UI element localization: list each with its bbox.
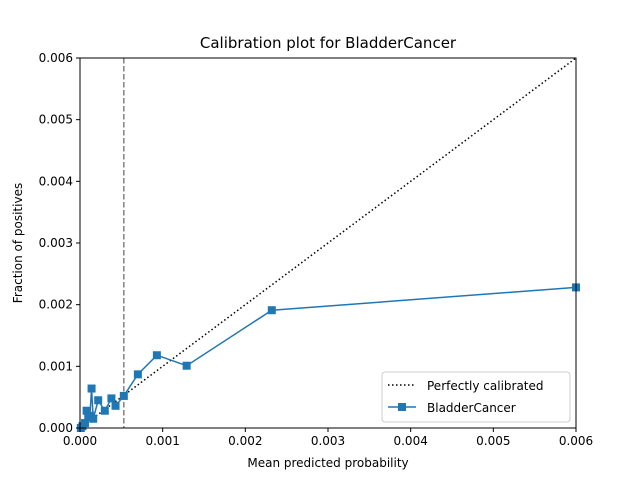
x-axis-label: Mean predicted probability	[247, 456, 408, 470]
y-tick-label: 0.006	[39, 51, 73, 65]
legend: Perfectly calibrated BladderCancer	[381, 371, 571, 423]
x-tick-label: 0.000	[63, 434, 97, 448]
chart-title: Calibration plot for BladderCancer	[200, 34, 457, 52]
legend-label-bladder: BladderCancer	[427, 401, 516, 415]
x-tick-label: 0.004	[393, 434, 427, 448]
y-axis-label: Fraction of positives	[11, 183, 25, 303]
x-axis: 0.000 0.001 0.002 0.003 0.004 0.005 0.006	[63, 428, 593, 448]
y-tick-label: 0.000	[39, 421, 73, 435]
legend-label-perfect: Perfectly calibrated	[427, 379, 544, 393]
y-tick-label: 0.003	[39, 236, 73, 250]
data-point	[89, 414, 98, 423]
x-tick-label: 0.006	[559, 434, 593, 448]
y-tick-label: 0.002	[39, 298, 73, 312]
legend-box	[381, 371, 571, 423]
data-point	[80, 419, 89, 428]
data-point	[111, 401, 120, 410]
x-tick-label: 0.003	[311, 434, 345, 448]
data-point	[87, 384, 96, 393]
x-tick-label: 0.001	[145, 434, 179, 448]
data-point	[133, 370, 142, 379]
data-point	[82, 406, 91, 415]
data-point	[152, 351, 161, 360]
y-tick-label: 0.004	[39, 174, 73, 188]
x-tick-label: 0.002	[228, 434, 262, 448]
y-axis: 0.000 0.001 0.002 0.003 0.004 0.005 0.006	[39, 51, 80, 435]
data-point	[100, 406, 109, 415]
legend-bladder-marker	[398, 403, 406, 411]
x-tick-label: 0.005	[476, 434, 510, 448]
series-line-perfectly-calibrated	[79, 57, 577, 429]
data-point	[119, 391, 128, 400]
y-tick-label: 0.005	[39, 113, 73, 127]
y-tick-label: 0.001	[39, 359, 73, 373]
data-point	[267, 306, 276, 315]
data-point	[182, 361, 191, 370]
data-point	[107, 394, 116, 403]
data-point	[94, 396, 103, 405]
